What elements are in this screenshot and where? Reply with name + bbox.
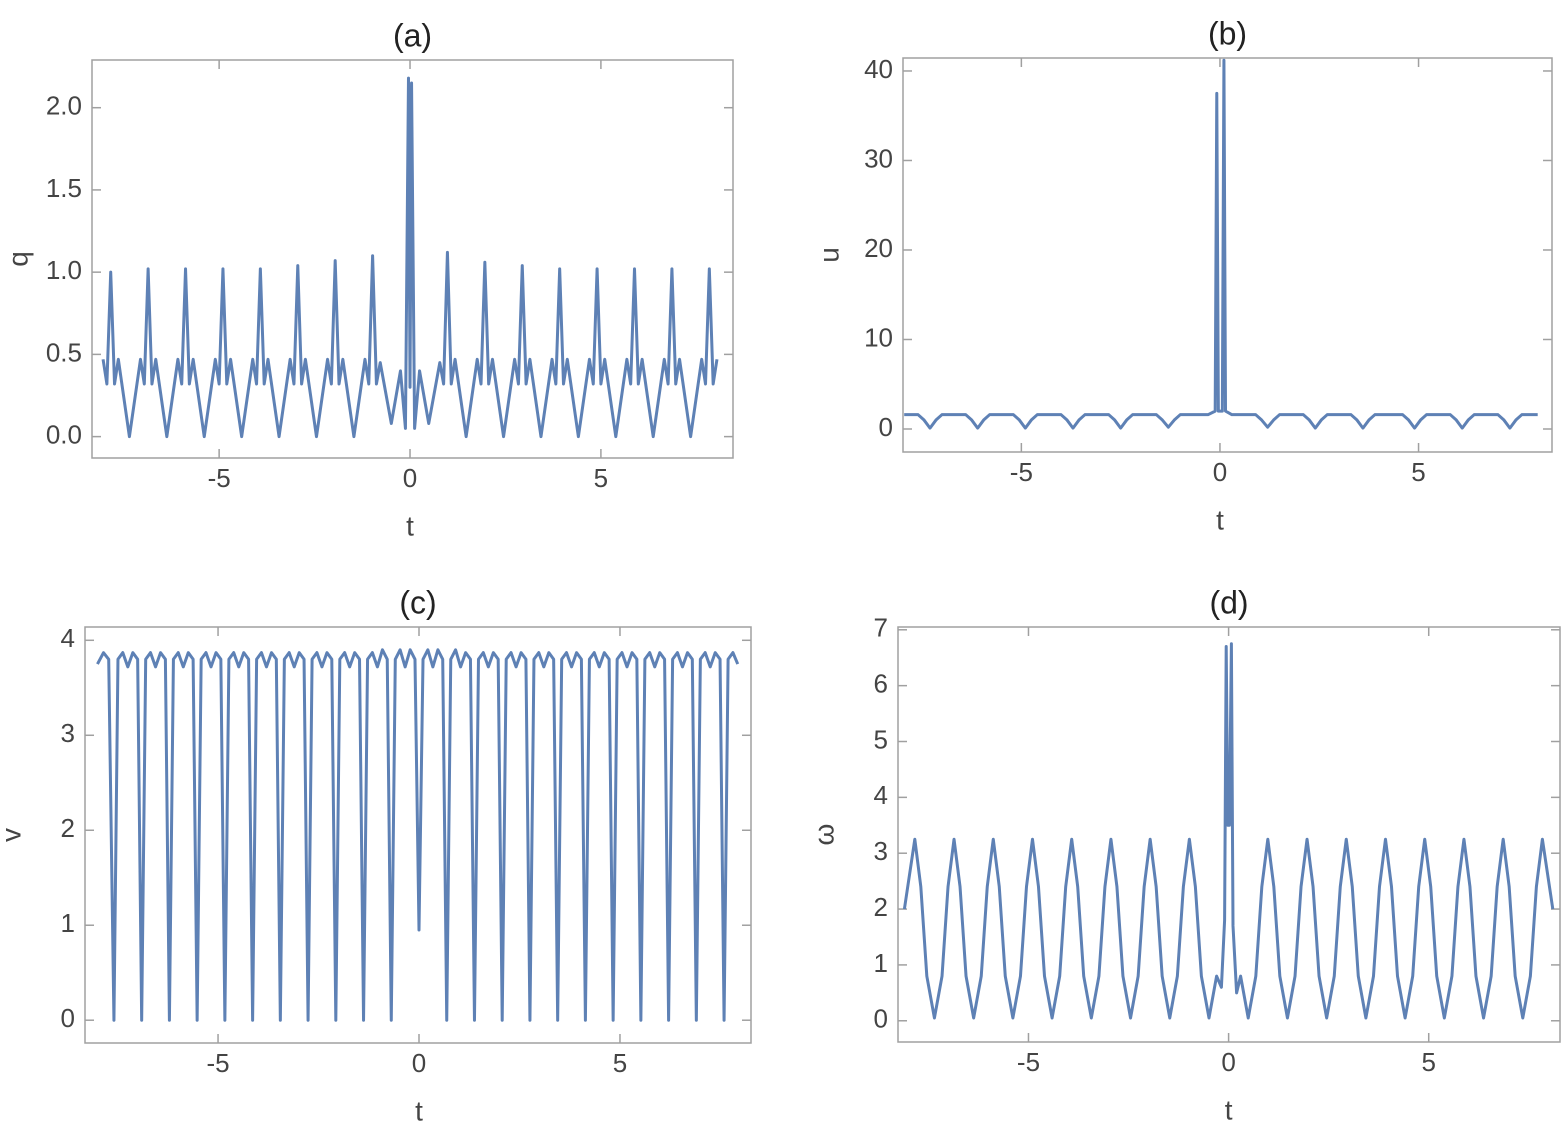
- y-tick-label: 1: [874, 948, 888, 978]
- x-tick-label: 5: [594, 463, 608, 493]
- y-tick-label: 10: [864, 322, 893, 352]
- plot-frame: [902, 57, 1553, 453]
- x-tick-label: -5: [1017, 1047, 1040, 1077]
- panel: -5 0 5 0 10 20 30 40 (b) t u: [813, 15, 1553, 535]
- data-line: [902, 642, 1555, 1020]
- plot-frame: [91, 59, 734, 459]
- panel: -5 0 5 0 1 2 3 4 5 6 7 (d) t ω: [808, 584, 1561, 1125]
- y-tick-label: 3: [61, 718, 75, 748]
- x-axis-label: t: [415, 1095, 423, 1126]
- y-tick-label: 4: [61, 623, 75, 653]
- plot-frame: [84, 626, 752, 1044]
- y-tick-label: 1: [61, 908, 75, 938]
- x-tick-label: 0: [412, 1048, 426, 1078]
- y-tick-label: 20: [864, 233, 893, 263]
- data-line: [101, 76, 719, 439]
- y-axis-label: ω: [808, 824, 839, 846]
- y-tick-label: 7: [874, 613, 888, 643]
- panel: -5 0 5 0.0 0.5 1.0 1.5 2.0 (a) t q: [2, 17, 734, 541]
- y-tick-label: 1.0: [46, 255, 82, 285]
- x-tick-label: 0: [1221, 1047, 1235, 1077]
- y-tick-label: 2: [61, 813, 75, 843]
- y-tick-label: 1.5: [46, 173, 82, 203]
- y-tick-label: 2.0: [46, 91, 82, 121]
- y-tick-label: 40: [864, 54, 893, 84]
- y-axis-label: v: [0, 828, 26, 842]
- x-axis-label: t: [1225, 1094, 1233, 1125]
- y-axis-label: u: [813, 247, 844, 263]
- y-tick-label: 6: [874, 669, 888, 699]
- y-tick-label: 0.5: [46, 337, 82, 367]
- y-tick-label: 2: [874, 892, 888, 922]
- x-tick-label: -5: [1010, 457, 1033, 487]
- x-tick-label: 0: [1213, 457, 1227, 487]
- y-tick-label: 0: [879, 412, 893, 442]
- plot-frame: [897, 626, 1561, 1043]
- x-tick-label: -5: [208, 463, 231, 493]
- chart-title: (b): [1208, 15, 1247, 51]
- x-axis-label: t: [406, 510, 414, 541]
- y-tick-label: 0: [61, 1003, 75, 1033]
- y-axis-label: q: [2, 251, 33, 267]
- y-tick-label: 0: [874, 1004, 888, 1034]
- x-axis-label: t: [1216, 504, 1224, 535]
- data-line: [904, 58, 1538, 430]
- y-tick-label: 30: [864, 143, 893, 173]
- x-tick-label: 5: [1411, 457, 1425, 487]
- chart-title: (d): [1209, 584, 1248, 620]
- y-tick-label: 4: [874, 780, 888, 810]
- y-tick-label: 0.0: [46, 419, 82, 449]
- y-tick-label: 3: [874, 836, 888, 866]
- y-tick-label: 5: [874, 724, 888, 754]
- x-tick-label: -5: [206, 1048, 229, 1078]
- x-tick-label: 5: [613, 1048, 627, 1078]
- data-line: [96, 648, 740, 1022]
- x-tick-label: 0: [403, 463, 417, 493]
- panel: -5 0 5 0 1 2 3 4 (c) t v: [0, 584, 752, 1126]
- x-tick-label: 5: [1421, 1047, 1435, 1077]
- chart-title: (a): [393, 17, 432, 53]
- chart-title: (c): [399, 584, 436, 620]
